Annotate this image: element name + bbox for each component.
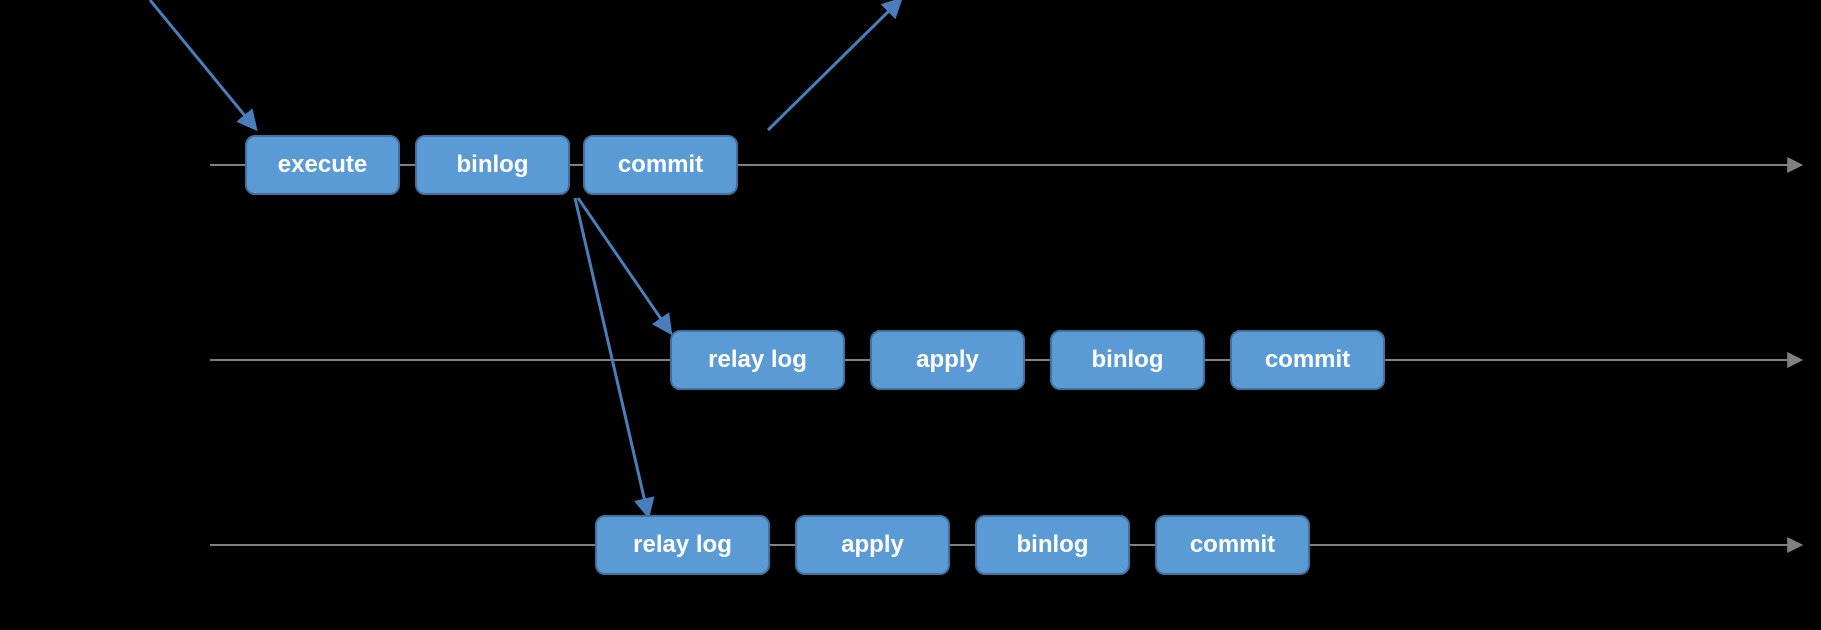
stage-box-b6: binlog (1050, 330, 1205, 390)
connector-c_out (768, 0, 900, 130)
stage-box-b9: apply (795, 515, 950, 575)
stage-box-b7: commit (1230, 330, 1385, 390)
stage-box-label: commit (618, 151, 703, 179)
stage-box-label: binlog (1017, 531, 1089, 559)
stage-box-label: commit (1190, 531, 1275, 559)
stage-box-label: binlog (457, 151, 529, 179)
stage-box-label: binlog (1092, 346, 1164, 374)
connector-c_t2 (578, 198, 670, 332)
connector-c_t3 (575, 198, 648, 515)
connector-c_in (150, 0, 255, 128)
stage-box-b1: execute (245, 135, 400, 195)
stage-box-label: apply (841, 531, 904, 559)
stage-box-b5: apply (870, 330, 1025, 390)
stage-box-b10: binlog (975, 515, 1130, 575)
stage-box-b8: relay log (595, 515, 770, 575)
stage-box-b3: commit (583, 135, 738, 195)
stage-box-label: relay log (633, 531, 732, 559)
stage-box-label: apply (916, 346, 979, 374)
stage-box-label: execute (278, 151, 367, 179)
stage-box-label: commit (1265, 346, 1350, 374)
stage-box-b2: binlog (415, 135, 570, 195)
stage-box-label: relay log (708, 346, 807, 374)
stage-box-b4: relay log (670, 330, 845, 390)
stage-box-b11: commit (1155, 515, 1310, 575)
